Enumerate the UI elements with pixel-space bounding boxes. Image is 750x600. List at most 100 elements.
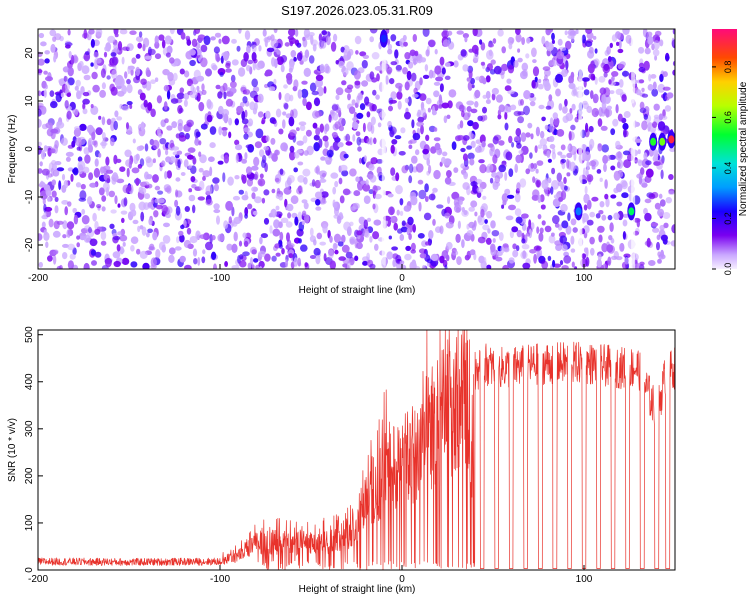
heatmap-cell (38, 32, 45, 39)
heatmap-cell (507, 64, 515, 74)
heatmap-cell (507, 90, 515, 95)
heatmap-cell (116, 178, 125, 184)
heatmap-cell (662, 86, 671, 91)
heatmap-cell (654, 55, 658, 61)
heatmap-cell (516, 229, 522, 238)
heatmap-cell (403, 205, 411, 212)
heatmap-cell (591, 107, 599, 118)
heatmap-cell (538, 78, 542, 84)
heatmap-cell (529, 100, 536, 107)
heatmap-cell (119, 234, 128, 242)
heatmap-cell (143, 37, 150, 48)
heatmap-cell (197, 257, 201, 266)
heatmap-cell (540, 130, 545, 139)
heatmap-cell (308, 32, 315, 37)
heatmap-cell (54, 161, 62, 166)
heatmap-cell (169, 29, 175, 35)
colorbar-label: Normalized spectral amplitude (738, 81, 749, 216)
heatmap-cell (560, 203, 568, 213)
heatmap-cell (451, 141, 457, 151)
heatmap-cell (462, 153, 468, 161)
heatmap-cell (638, 176, 643, 185)
heatmap-cell (224, 261, 229, 267)
heatmap-cell (271, 188, 276, 194)
heatmap-cell (261, 119, 265, 125)
heatmap-cell (313, 142, 321, 152)
heatmap-cell (361, 59, 368, 69)
heatmap-cell (42, 198, 46, 205)
heatmap-cell (390, 167, 396, 176)
heatmap-cell (178, 135, 187, 142)
heatmap-cell (668, 174, 674, 180)
heatmap-cell (581, 34, 586, 44)
heatmap-cell (297, 257, 302, 267)
heatmap-cell (650, 222, 659, 227)
heatmap-cell (121, 105, 129, 111)
heatmap-cell (230, 81, 237, 89)
heatmap-cell (425, 134, 430, 141)
heatmap-cell (338, 117, 346, 127)
heatmap-cell (38, 145, 42, 155)
heatmap-cell (254, 171, 259, 181)
heatmap-cell (123, 197, 128, 207)
x-tick-label: -100 (210, 273, 230, 284)
heatmap-cell (75, 137, 82, 147)
heatmap-cell (639, 261, 645, 266)
heatmap-cell (574, 266, 578, 269)
heatmap-cell (253, 210, 258, 216)
heatmap-cell (257, 178, 266, 187)
y-tick-label: 0 (24, 567, 35, 573)
heatmap-cell (521, 213, 529, 219)
heatmap-cell (418, 201, 422, 212)
heatmap-cell (271, 153, 278, 162)
heatmap-cell (356, 230, 363, 236)
heatmap-cell (318, 199, 327, 205)
heatmap-cell (63, 75, 68, 82)
heatmap-cell (616, 41, 620, 47)
heatmap-cell (504, 171, 508, 181)
heatmap-cell (188, 194, 196, 202)
colorbar-ticks: 0.0 0.2 0.4 0.6 0.8 (712, 61, 733, 275)
heatmap-cell (453, 204, 462, 213)
heatmap-cell (520, 99, 524, 106)
heatmap-cell (76, 235, 81, 240)
heatmap-cell (165, 156, 172, 163)
heatmap-cell (559, 235, 568, 244)
heatmap-cell (346, 61, 354, 71)
heatmap-cell (420, 57, 427, 63)
heatmap-cell (49, 29, 57, 37)
heatmap-cell (288, 253, 294, 259)
heatmap-cell (101, 116, 106, 126)
heatmap-cell (426, 262, 431, 267)
heatmap-cell (94, 228, 101, 235)
heatmap-cell (501, 193, 509, 203)
heatmap-cell (620, 242, 625, 252)
heatmap-cell (609, 90, 615, 95)
heatmap-cell (139, 158, 145, 167)
heatmap-cell (369, 36, 375, 43)
heatmap-cell (409, 49, 416, 57)
heatmap-cell (249, 90, 258, 99)
heatmap-cell (145, 81, 152, 91)
heatmap-cell (340, 46, 345, 53)
heatmap-cell (178, 230, 184, 237)
heatmap-cell (508, 257, 515, 264)
heatmap-cell (369, 263, 376, 269)
heatmap-cell (413, 87, 418, 95)
heatmap-cell (138, 31, 143, 38)
heatmap-cell (398, 151, 406, 156)
heatmap-cell (407, 216, 414, 226)
heatmap-cell (87, 196, 93, 205)
heatmap-cell (541, 260, 549, 269)
heatmap-cell (521, 244, 530, 250)
heatmap-cell (615, 88, 624, 96)
heatmap-cell (273, 29, 278, 34)
spectrogram-x-ticks: -200 -100 0 100 (28, 264, 593, 284)
heatmap-cell (110, 52, 117, 57)
heatmap-cell (548, 94, 553, 102)
heatmap-cell (319, 63, 325, 73)
heatmap-cell (387, 38, 391, 46)
heatmap-cell (150, 108, 156, 118)
heatmap-cell (92, 212, 97, 222)
heatmap-streak (631, 29, 636, 269)
